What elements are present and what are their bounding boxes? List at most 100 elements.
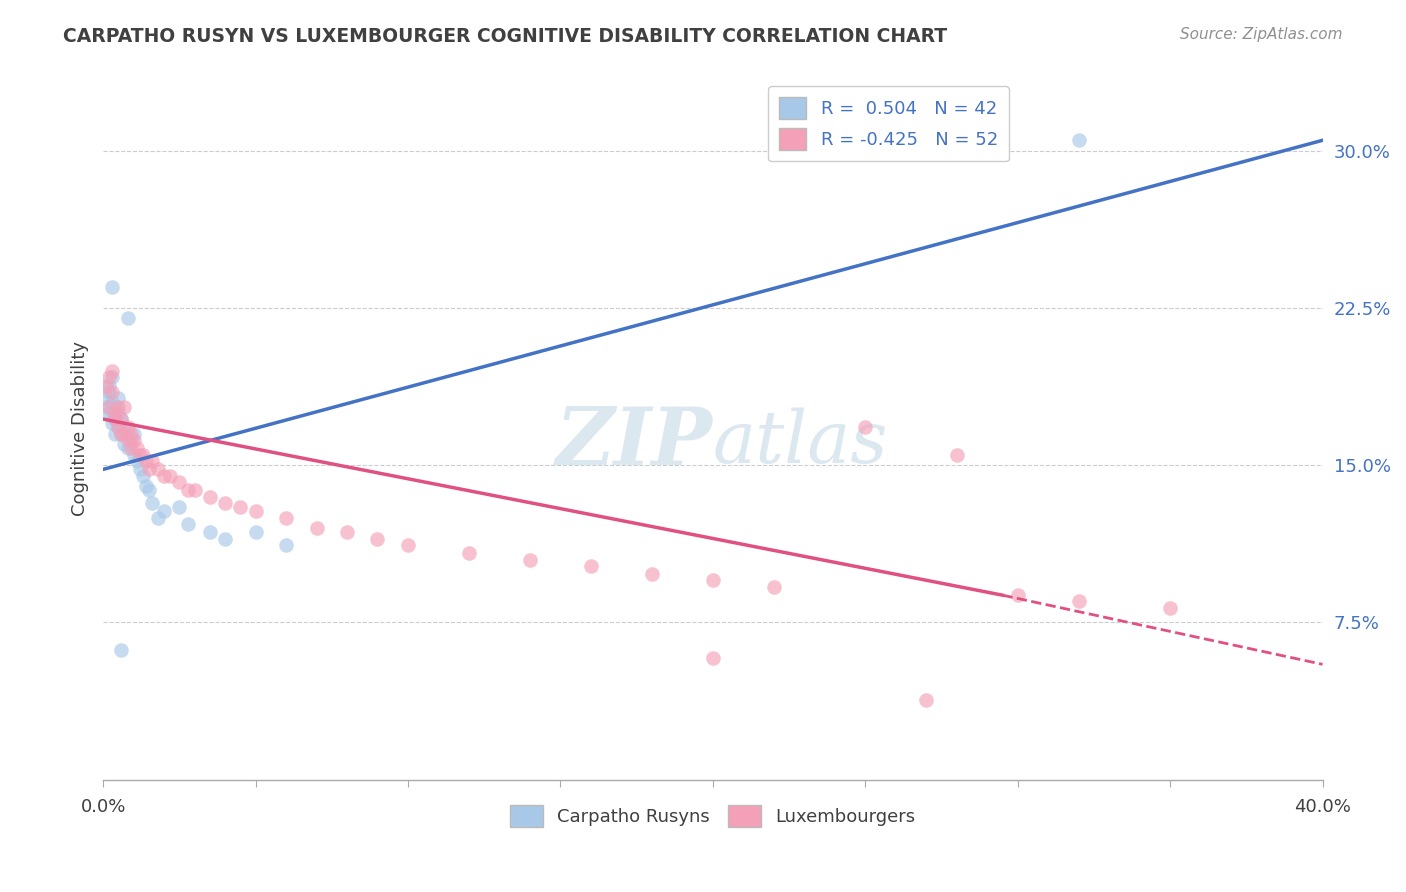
Point [107,400,129,414]
Point [96,378,118,392]
Point [120,433,142,447]
Point [128,448,150,462]
Point [98,400,121,414]
Point [114,437,136,451]
Point [177,516,200,531]
Point [101,384,124,399]
Point [98,384,121,399]
Point [128,462,150,476]
Point [183,483,205,498]
Point [214,532,236,546]
Point [153,504,176,518]
Point [305,521,328,535]
Point [915,693,938,707]
Text: atlas: atlas [713,408,889,478]
Point [114,420,136,434]
Point [198,525,221,540]
Point [138,462,160,476]
Point [214,496,236,510]
Legend: Carpatho Rusyns, Luxembourgers: Carpatho Rusyns, Luxembourgers [503,797,922,834]
Point [117,426,139,441]
Text: Source: ZipAtlas.com: Source: ZipAtlas.com [1180,27,1343,42]
Point [107,406,129,420]
Point [579,558,602,573]
Point [132,448,155,462]
Point [169,500,191,515]
Point [110,426,132,441]
Point [101,395,124,409]
Point [101,406,124,420]
Point [114,400,136,414]
Point [519,552,541,566]
Point [141,496,163,510]
Point [945,448,967,462]
Point [153,468,176,483]
Point [101,370,124,384]
Point [274,510,297,524]
Point [336,525,359,540]
Point [245,525,267,540]
Point [138,483,160,498]
Point [104,412,127,426]
Point [98,378,121,392]
Point [96,400,118,414]
Point [1067,133,1090,147]
Point [366,532,388,546]
Point [702,574,724,588]
Point [125,442,148,456]
Point [177,483,200,498]
Text: CARPATHO RUSYN VS LUXEMBOURGER COGNITIVE DISABILITY CORRELATION CHART: CARPATHO RUSYN VS LUXEMBOURGER COGNITIVE… [63,27,948,45]
Point [117,433,139,447]
Y-axis label: Cognitive Disability: Cognitive Disability [72,341,89,516]
Point [853,420,876,434]
Point [117,442,139,456]
Point [159,468,181,483]
Point [125,454,148,468]
Point [110,412,132,426]
Point [274,538,297,552]
Point [120,442,142,456]
Point [1159,600,1181,615]
Point [146,510,169,524]
Point [245,504,267,518]
Point [98,370,121,384]
Text: ZIP: ZIP [555,404,713,482]
Point [101,417,124,431]
Point [169,475,191,489]
Point [762,580,785,594]
Point [396,538,419,552]
Point [702,651,724,665]
Point [104,426,127,441]
Point [117,420,139,434]
Point [146,462,169,476]
Point [101,364,124,378]
Point [96,391,118,405]
Point [110,426,132,441]
Point [110,642,132,657]
Point [101,280,124,294]
Point [107,420,129,434]
Point [122,426,145,441]
Point [1007,588,1029,602]
Point [120,426,142,441]
Point [641,567,664,582]
Point [107,420,129,434]
Point [110,412,132,426]
Point [104,412,127,426]
Point [198,490,221,504]
Point [107,391,129,405]
Point [104,400,127,414]
Point [122,448,145,462]
Point [1067,594,1090,608]
Point [117,311,139,326]
Point [458,546,481,560]
Point [122,433,145,447]
Point [132,468,155,483]
Point [104,406,127,420]
Point [135,479,157,493]
Point [141,454,163,468]
Point [114,426,136,441]
Point [229,500,252,515]
Point [98,406,121,420]
Point [135,454,157,468]
